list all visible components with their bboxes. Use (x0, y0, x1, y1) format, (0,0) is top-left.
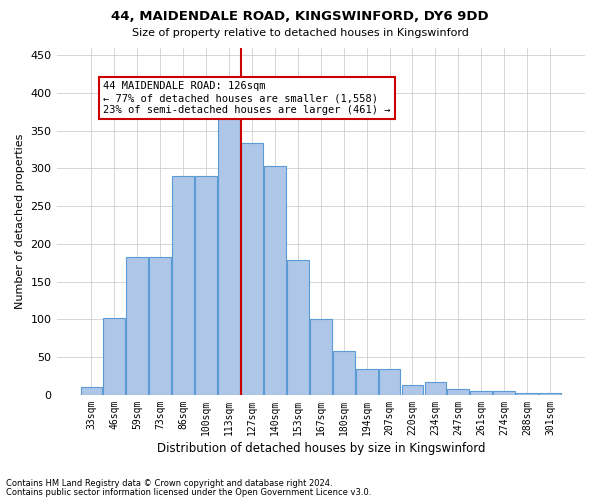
Bar (493, 391, 515, 395)
Text: Size of property relative to detached houses in Kingswinford: Size of property relative to detached ho… (131, 28, 469, 38)
Bar (241, 144, 263, 395)
Bar (127, 258, 148, 395)
Bar (218, 118, 240, 395)
Text: 44 MAIDENDALE ROAD: 126sqm
← 77% of detached houses are smaller (1,558)
23% of s: 44 MAIDENDALE ROAD: 126sqm ← 77% of deta… (103, 82, 391, 114)
Bar (356, 370, 377, 395)
Bar (310, 320, 332, 395)
Bar (516, 392, 538, 395)
Bar (470, 391, 492, 395)
Bar (333, 351, 355, 395)
Bar (172, 176, 194, 395)
Bar (264, 166, 286, 395)
Y-axis label: Number of detached properties: Number of detached properties (15, 134, 25, 309)
Bar (448, 389, 469, 395)
Text: Contains public sector information licensed under the Open Government Licence v3: Contains public sector information licen… (6, 488, 371, 497)
Bar (401, 385, 424, 395)
Bar (149, 258, 171, 395)
Bar (539, 392, 561, 395)
Text: 44, MAIDENDALE ROAD, KINGSWINFORD, DY6 9DD: 44, MAIDENDALE ROAD, KINGSWINFORD, DY6 9… (111, 10, 489, 23)
Text: Contains HM Land Registry data © Crown copyright and database right 2024.: Contains HM Land Registry data © Crown c… (6, 478, 332, 488)
Bar (379, 370, 400, 395)
Bar (287, 260, 309, 395)
X-axis label: Distribution of detached houses by size in Kingswinford: Distribution of detached houses by size … (157, 442, 485, 455)
Bar (103, 318, 125, 395)
Bar (425, 382, 446, 395)
Bar (195, 176, 217, 395)
Bar (80, 388, 103, 395)
